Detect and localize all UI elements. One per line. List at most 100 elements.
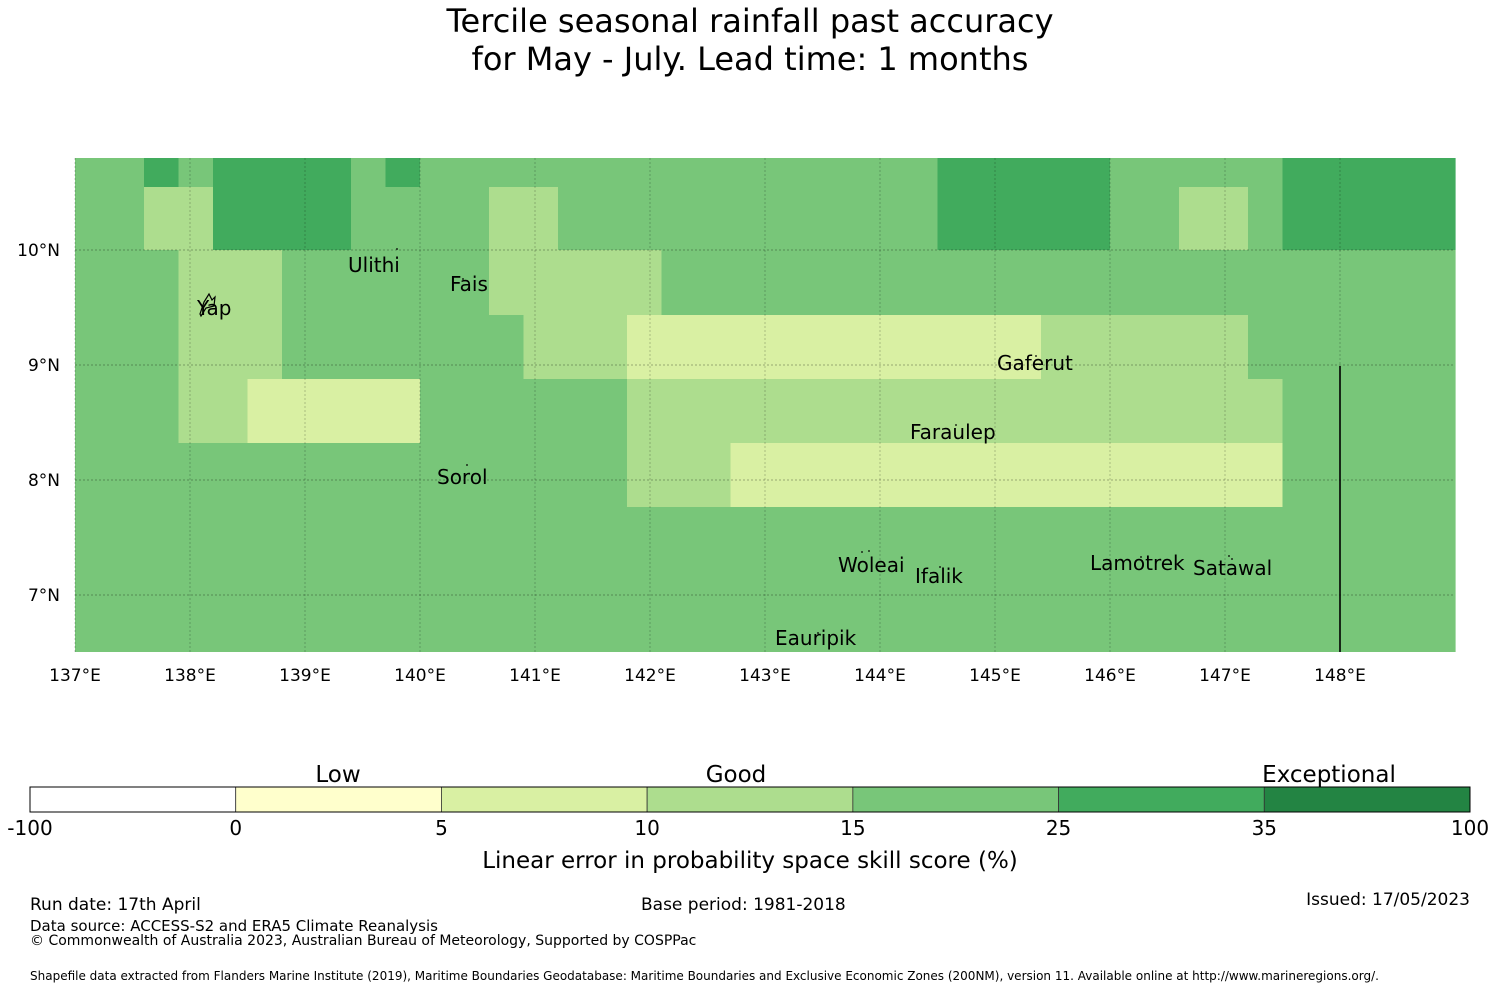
grid-cell	[1386, 187, 1422, 250]
lon-tick-label: 138°E	[164, 666, 216, 686]
lon-tick-label: 142°E	[624, 666, 676, 686]
grid-cell	[420, 507, 456, 571]
grid-cell	[696, 507, 732, 571]
grid-cell	[730, 187, 766, 250]
grid-cell	[144, 379, 180, 443]
grid-cell	[385, 315, 421, 379]
grid-cell	[316, 379, 352, 443]
grid-cell	[213, 379, 249, 443]
run-date: Run date: 17th April	[30, 895, 201, 915]
grid-cell	[558, 158, 594, 187]
grid-cell	[1248, 443, 1284, 507]
colorbar-segment	[441, 786, 648, 813]
grid-cell	[592, 507, 628, 571]
colorbar-segment	[1263, 786, 1471, 813]
grid-cell	[1386, 315, 1422, 379]
grid-cell	[627, 634, 663, 652]
grid-cell	[1110, 379, 1146, 443]
grid-cell	[592, 250, 628, 315]
grid-cell	[316, 443, 352, 507]
grid-cell	[1248, 379, 1284, 443]
grid-cell	[937, 443, 973, 507]
grid-cell	[316, 634, 352, 652]
grid-cell	[1282, 571, 1318, 634]
grid-cell	[661, 187, 697, 250]
grid-cell	[178, 187, 214, 250]
grid-cell	[696, 443, 732, 507]
lon-tick-label: 144°E	[854, 666, 906, 686]
grid-cell	[661, 315, 697, 379]
grid-cell	[213, 443, 249, 507]
island-label: Lamotrek	[1090, 551, 1185, 575]
island-label: Ifalik	[915, 564, 963, 588]
colorbar-tick-label: 100	[1451, 816, 1489, 840]
grid-cell	[799, 571, 835, 634]
grid-cell	[799, 250, 835, 315]
grid-cell	[558, 507, 594, 571]
grid-cell	[1006, 443, 1042, 507]
grid-cell	[144, 187, 180, 250]
grid-cell	[972, 443, 1008, 507]
grid-cell	[454, 379, 490, 443]
grid-cell	[799, 443, 835, 507]
grid-cell	[558, 571, 594, 634]
lon-tick-label: 140°E	[394, 666, 446, 686]
grid-cell	[109, 571, 145, 634]
grid-cell	[696, 315, 732, 379]
grid-cell	[144, 315, 180, 379]
grid-cell	[1248, 507, 1284, 571]
grid-cell	[247, 571, 283, 634]
grid-cell	[282, 379, 318, 443]
colorbar-segment	[1058, 786, 1265, 813]
grid-cell	[1213, 571, 1249, 634]
grid-cell	[420, 571, 456, 634]
grid-cell	[765, 250, 801, 315]
grid-cell	[834, 250, 870, 315]
grid-cell	[178, 571, 214, 634]
grid-cell	[75, 634, 111, 652]
grid-cell	[523, 571, 559, 634]
grid-cell	[1386, 571, 1422, 634]
grid-cell	[282, 187, 318, 250]
grid-cell	[1386, 634, 1422, 652]
grid-cell	[730, 158, 766, 187]
grid-cell	[282, 250, 318, 315]
grid-cell	[454, 507, 490, 571]
grid-cell	[178, 158, 214, 187]
lon-tick-label: 145°E	[969, 666, 1021, 686]
grid-cell	[1420, 571, 1456, 634]
lon-tick-label: 137°E	[49, 666, 101, 686]
grid-cell	[799, 379, 835, 443]
grid-cell	[75, 443, 111, 507]
grid-cell	[213, 315, 249, 379]
grid-cell	[1179, 507, 1215, 571]
grid-cell	[351, 315, 387, 379]
grid-cell	[454, 187, 490, 250]
grid-cell	[1317, 507, 1353, 571]
grid-cell	[1213, 507, 1249, 571]
grid-cell	[696, 250, 732, 315]
grid-cell	[868, 443, 904, 507]
grid-cell	[1420, 443, 1456, 507]
grid-cell	[75, 158, 111, 187]
grid-cell	[489, 507, 525, 571]
grid-cell	[385, 187, 421, 250]
grid-cell	[937, 379, 973, 443]
island-label: Fais	[450, 272, 488, 296]
grid-cell	[247, 634, 283, 652]
grid-cell	[627, 187, 663, 250]
colorbar-category-label: Low	[315, 762, 360, 788]
grid-cell	[730, 571, 766, 634]
colorbar-tick-label: 15	[840, 816, 865, 840]
grid-cell	[730, 634, 766, 652]
grid-cell	[385, 571, 421, 634]
grid-cell	[144, 443, 180, 507]
grid-cell	[282, 507, 318, 571]
grid-cell	[1248, 250, 1284, 315]
grid-cell	[696, 571, 732, 634]
grid-cell	[1386, 507, 1422, 571]
grid-cell	[937, 187, 973, 250]
grid-cell	[903, 634, 939, 652]
grid-cell	[144, 250, 180, 315]
